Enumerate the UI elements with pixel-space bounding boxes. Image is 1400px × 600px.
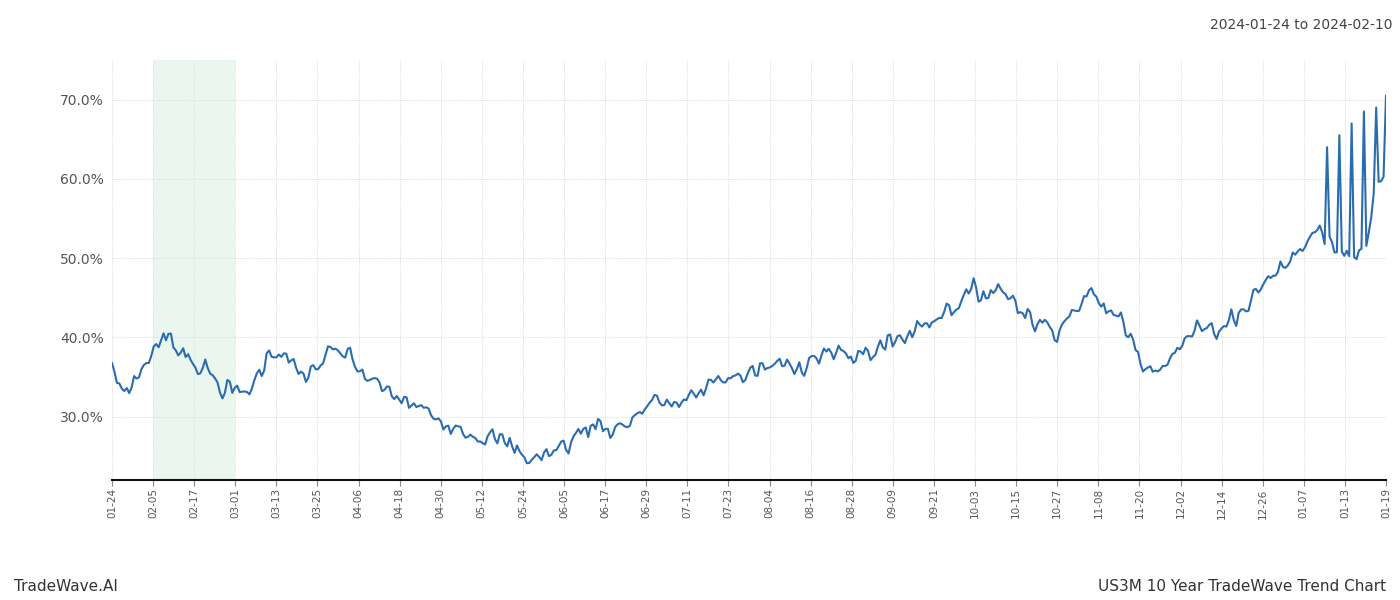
Text: 2024-01-24 to 2024-02-10: 2024-01-24 to 2024-02-10 — [1211, 18, 1393, 32]
Text: US3M 10 Year TradeWave Trend Chart: US3M 10 Year TradeWave Trend Chart — [1098, 579, 1386, 594]
Text: TradeWave.AI: TradeWave.AI — [14, 579, 118, 594]
Bar — [153, 60, 235, 480]
